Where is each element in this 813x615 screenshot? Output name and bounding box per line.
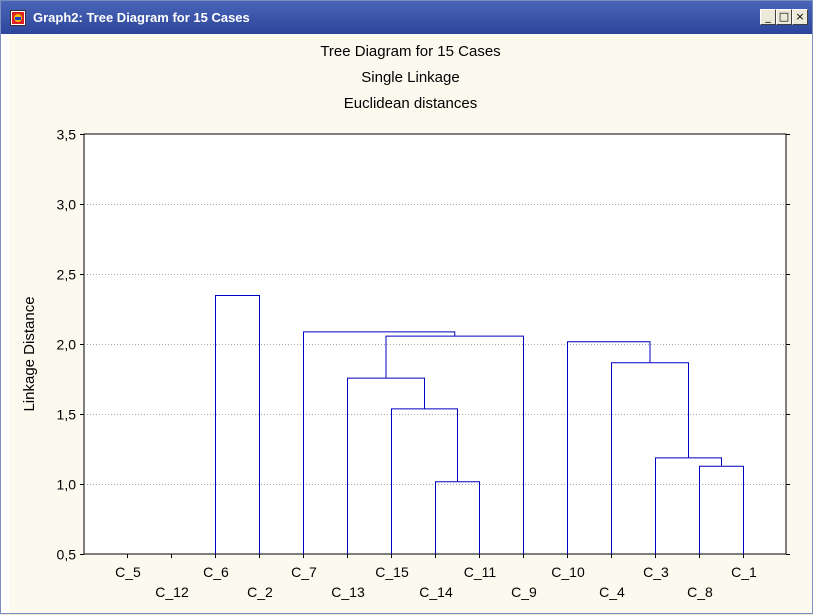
window-title: Graph2: Tree Diagram for 15 Cases bbox=[33, 10, 250, 25]
graph-area: Tree Diagram for 15 Cases Single Linkage… bbox=[9, 34, 812, 613]
chart-subtitle-linkage: Single Linkage bbox=[361, 69, 460, 86]
chart-title: Tree Diagram for 15 Cases bbox=[320, 43, 501, 60]
graph-app-icon bbox=[10, 10, 26, 26]
maximize-button[interactable]: □ bbox=[776, 9, 792, 25]
minimize-button[interactable]: _ bbox=[760, 9, 776, 25]
title-bar[interactable]: Graph2: Tree Diagram for 15 Cases _ □ × bbox=[1, 1, 812, 35]
close-button[interactable]: × bbox=[792, 9, 808, 25]
chart-subtitle-distance: Euclidean distances bbox=[343, 95, 478, 112]
